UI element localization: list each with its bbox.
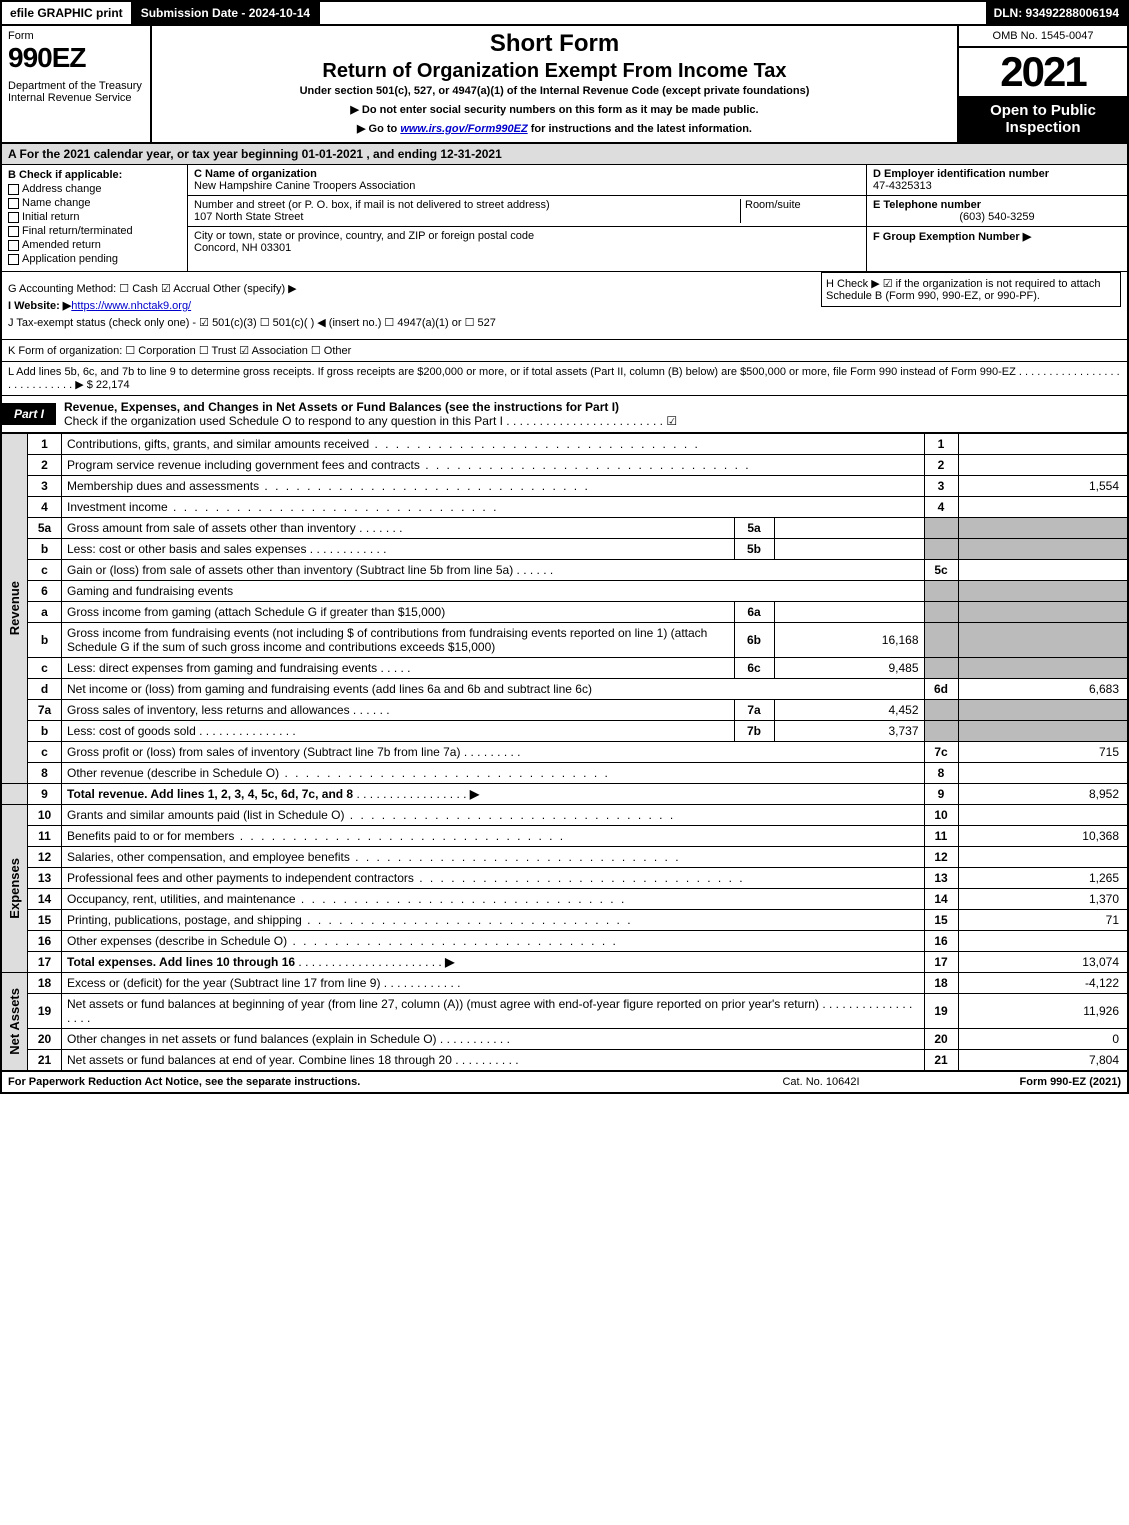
- info-grid: B Check if applicable: Address change Na…: [0, 165, 1129, 272]
- line-k: K Form of organization: ☐ Corporation ☐ …: [0, 340, 1129, 362]
- efile-label: efile GRAPHIC print: [2, 2, 133, 24]
- city-row: City or town, state or province, country…: [188, 227, 866, 257]
- meta-block: H Check ▶ ☑ if the organization is not r…: [0, 272, 1129, 340]
- header-center: Short Form Return of Organization Exempt…: [152, 26, 957, 142]
- tax-year: 2021: [959, 48, 1127, 96]
- row-5b: b Less: cost or other basis and sales ex…: [1, 539, 1128, 560]
- vlabel-expenses: Expenses: [7, 858, 22, 919]
- city-label: City or town, state or province, country…: [194, 230, 860, 242]
- row-11: 11 Benefits paid to or for members 11 10…: [1, 826, 1128, 847]
- row-16: 16 Other expenses (describe in Schedule …: [1, 931, 1128, 952]
- tel-value: (603) 540-3259: [873, 211, 1121, 223]
- i-label: I Website: ▶: [8, 300, 71, 312]
- row-14: 14 Occupancy, rent, utilities, and maint…: [1, 889, 1128, 910]
- footer: For Paperwork Reduction Act Notice, see …: [0, 1072, 1129, 1094]
- ein-value: 47-4325313: [873, 180, 1121, 192]
- group-label: F Group Exemption Number ▶: [873, 230, 1121, 243]
- short-form-title: Short Form: [162, 30, 947, 58]
- row-7c: c Gross profit or (loss) from sales of i…: [1, 742, 1128, 763]
- row-20: 20 Other changes in net assets or fund b…: [1, 1029, 1128, 1050]
- h-box: H Check ▶ ☑ if the organization is not r…: [821, 272, 1121, 307]
- line-l: L Add lines 5b, 6c, and 7b to line 9 to …: [0, 362, 1129, 396]
- row-6: 6 Gaming and fundraising events: [1, 581, 1128, 602]
- goto-link-line: ▶ Go to www.irs.gov/Form990EZ for instru…: [162, 122, 947, 135]
- row-6d: d Net income or (loss) from gaming and f…: [1, 679, 1128, 700]
- row-7a: 7a Gross sales of inventory, less return…: [1, 700, 1128, 721]
- footer-left: For Paperwork Reduction Act Notice, see …: [8, 1076, 721, 1088]
- cb-name[interactable]: Name change: [8, 197, 181, 209]
- open-to-public: Open to Public Inspection: [959, 96, 1127, 142]
- topbar-spacer: [320, 2, 985, 24]
- row-9: 9 Total revenue. Add lines 1, 2, 3, 4, 5…: [1, 784, 1128, 805]
- header-left: Form 990EZ Department of the Treasury In…: [2, 26, 152, 142]
- ein-cell: D Employer identification number 47-4325…: [867, 165, 1127, 196]
- part1-tab: Part I: [2, 403, 56, 425]
- row-10: Expenses 10 Grants and similar amounts p…: [1, 805, 1128, 826]
- org-name: New Hampshire Canine Troopers Associatio…: [194, 180, 860, 192]
- row-4: 4 Investment income 4: [1, 497, 1128, 518]
- footer-right: Form 990-EZ (2021): [921, 1076, 1121, 1088]
- row-17: 17 Total expenses. Add lines 10 through …: [1, 952, 1128, 973]
- section-def: D Employer identification number 47-4325…: [867, 165, 1127, 271]
- row-5a: 5a Gross amount from sale of assets othe…: [1, 518, 1128, 539]
- row-5c: c Gain or (loss) from sale of assets oth…: [1, 560, 1128, 581]
- cb-address[interactable]: Address change: [8, 183, 181, 195]
- header-right: OMB No. 1545-0047 2021 Open to Public In…: [957, 26, 1127, 142]
- tel-cell: E Telephone number (603) 540-3259: [867, 196, 1127, 227]
- group-cell: F Group Exemption Number ▶: [867, 227, 1127, 246]
- street-value: 107 North State Street: [194, 211, 740, 223]
- section-b: B Check if applicable: Address change Na…: [2, 165, 188, 271]
- irs-link[interactable]: www.irs.gov/Form990EZ: [400, 123, 527, 135]
- dln: DLN: 93492288006194: [986, 2, 1127, 24]
- tel-label: E Telephone number: [873, 199, 1121, 211]
- row-6a: a Gross income from gaming (attach Sched…: [1, 602, 1128, 623]
- dept-label: Department of the Treasury Internal Reve…: [8, 80, 144, 104]
- form-number: 990EZ: [8, 42, 144, 74]
- row-6b: b Gross income from fundraising events (…: [1, 623, 1128, 658]
- line-j: J Tax-exempt status (check only one) - ☑…: [8, 316, 1121, 329]
- row-18: Net Assets 18 Excess or (deficit) for th…: [1, 973, 1128, 994]
- part1-sub: Check if the organization used Schedule …: [64, 414, 677, 428]
- omb-number: OMB No. 1545-0047: [959, 26, 1127, 48]
- street-row: Number and street (or P. O. box, if mail…: [188, 196, 866, 227]
- form-word: Form: [8, 30, 144, 42]
- section-c: C Name of organization New Hampshire Can…: [188, 165, 867, 271]
- section-a: A For the 2021 calendar year, or tax yea…: [0, 144, 1129, 165]
- footer-center: Cat. No. 10642I: [721, 1076, 921, 1088]
- vlabel-revenue: Revenue: [7, 581, 22, 635]
- cb-pending[interactable]: Application pending: [8, 253, 181, 265]
- row-19: 19 Net assets or fund balances at beginn…: [1, 994, 1128, 1029]
- under-section: Under section 501(c), 527, or 4947(a)(1)…: [162, 85, 947, 97]
- part1-header: Part I Revenue, Expenses, and Changes in…: [0, 396, 1129, 433]
- row-3: 3 Membership dues and assessments 3 1,55…: [1, 476, 1128, 497]
- part1-table: Revenue 1 Contributions, gifts, grants, …: [0, 433, 1129, 1072]
- cb-amended[interactable]: Amended return: [8, 239, 181, 251]
- do-not-enter: ▶ Do not enter social security numbers o…: [162, 103, 947, 116]
- org-name-cell: C Name of organization New Hampshire Can…: [188, 165, 866, 196]
- cb-final[interactable]: Final return/terminated: [8, 225, 181, 237]
- row-13: 13 Professional fees and other payments …: [1, 868, 1128, 889]
- row-7b: b Less: cost of goods sold . . . . . . .…: [1, 721, 1128, 742]
- ein-label: D Employer identification number: [873, 168, 1121, 180]
- city-value: Concord, NH 03301: [194, 242, 860, 254]
- row-8: 8 Other revenue (describe in Schedule O)…: [1, 763, 1128, 784]
- row-12: 12 Salaries, other compensation, and emp…: [1, 847, 1128, 868]
- cb-initial[interactable]: Initial return: [8, 211, 181, 223]
- c-name-label: C Name of organization: [194, 168, 860, 180]
- row-2: 2 Program service revenue including gove…: [1, 455, 1128, 476]
- website-link[interactable]: https://www.nhctak9.org/: [71, 300, 191, 312]
- part1-title: Revenue, Expenses, and Changes in Net As…: [56, 396, 1127, 432]
- row-15: 15 Printing, publications, postage, and …: [1, 910, 1128, 931]
- form-header: Form 990EZ Department of the Treasury In…: [0, 26, 1129, 144]
- b-title: B Check if applicable:: [8, 169, 181, 181]
- room-label: Room/suite: [740, 199, 860, 223]
- main-title: Return of Organization Exempt From Incom…: [162, 60, 947, 83]
- street-label: Number and street (or P. O. box, if mail…: [194, 199, 740, 211]
- row-21: 21 Net assets or fund balances at end of…: [1, 1050, 1128, 1072]
- row-6c: c Less: direct expenses from gaming and …: [1, 658, 1128, 679]
- submission-date: Submission Date - 2024-10-14: [133, 2, 320, 24]
- top-bar: efile GRAPHIC print Submission Date - 20…: [0, 0, 1129, 26]
- row-1: Revenue 1 Contributions, gifts, grants, …: [1, 434, 1128, 455]
- vlabel-netassets: Net Assets: [7, 988, 22, 1055]
